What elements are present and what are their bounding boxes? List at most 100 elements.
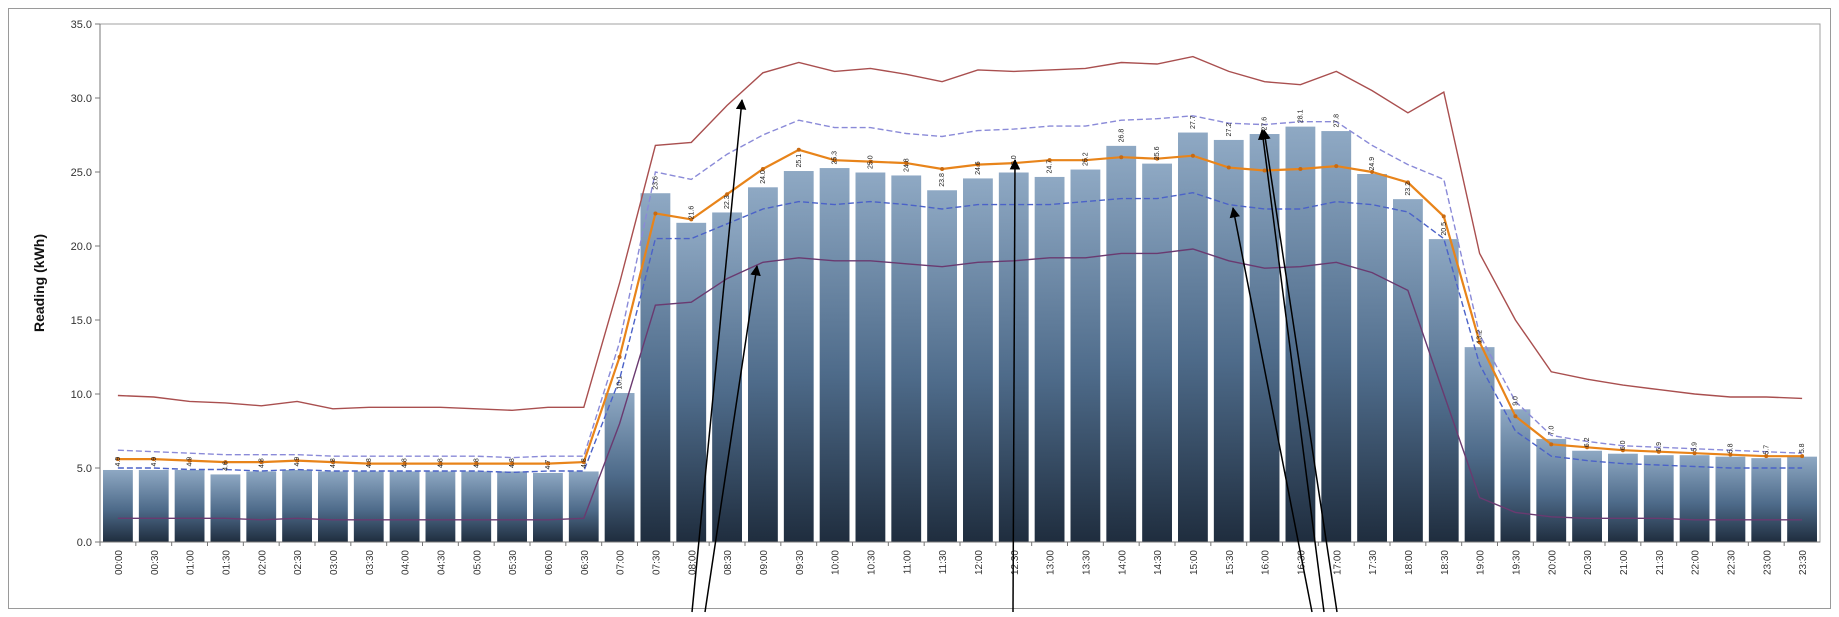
line-point [402, 461, 407, 466]
data-label: 25.2 [1082, 152, 1089, 166]
y-tick-label: 30.0 [71, 93, 92, 105]
x-tick-label: 23:30 [1798, 550, 1809, 575]
line-point [832, 158, 837, 163]
data-label: 4.8 [402, 458, 409, 468]
x-tick-label: 12:00 [974, 550, 985, 575]
x-tick-label: 14:00 [1117, 550, 1128, 575]
bar-0600 [532, 471, 564, 543]
x-tick-label: 08:00 [687, 550, 698, 575]
line-point [115, 457, 120, 462]
x-tick-label: 09:30 [795, 550, 806, 575]
line-point [1656, 449, 1661, 454]
line-series-group [115, 55, 1805, 521]
line-point [581, 460, 586, 465]
line-point [1477, 340, 1482, 345]
data-label: 25.1 [796, 154, 803, 168]
x-tick-label: 02:30 [293, 550, 304, 575]
data-label: 5.7 [1763, 445, 1770, 455]
y-tick-label: 35.0 [71, 19, 92, 31]
line-point [1692, 451, 1697, 456]
line-point [1405, 180, 1410, 185]
bar-1530 [1212, 138, 1245, 543]
x-tick-label: 15:00 [1189, 550, 1200, 575]
bar-0630 [567, 470, 600, 543]
x-tick-label: 20:00 [1547, 550, 1558, 575]
bar-1730 [1356, 172, 1388, 543]
line-point [1800, 454, 1805, 459]
line-point [295, 458, 300, 463]
x-tick-label: 09:00 [759, 550, 770, 575]
line-point [1083, 158, 1088, 163]
line-point [796, 147, 801, 152]
line-point [1585, 445, 1590, 450]
line-point [1155, 156, 1160, 161]
bar-1300 [1033, 175, 1066, 543]
line-point [1513, 414, 1518, 419]
data-label: 4.8 [473, 458, 480, 468]
x-tick-label: 05:30 [508, 550, 519, 575]
bar-2100 [1607, 452, 1639, 543]
bar-2230 [1714, 455, 1747, 543]
line-point [1441, 214, 1446, 219]
line-point [617, 355, 622, 359]
bar-2330 [1786, 455, 1818, 543]
bar-0730 [639, 192, 672, 543]
x-axis: 00:00 00:30 01:00 01:30 02:00 02:30 03:00 03:30… [99, 541, 1820, 575]
bar-0330 [352, 470, 385, 543]
bar-1430 [1141, 162, 1173, 543]
data-label: 5.8 [1727, 443, 1734, 453]
data-labels: 4.9 4.9 4.9 4.6 4.8 4.9 4.8 4.8 4.8 4.8 4.8 4.8 4.7 4… [115, 109, 1806, 471]
bar-2030 [1571, 449, 1603, 543]
annotation-arrow [1009, 158, 1021, 613]
bar-series [102, 125, 1818, 543]
line-point [868, 159, 873, 164]
x-tick-label: 17:30 [1368, 550, 1379, 575]
x-tick-label: 07:00 [616, 550, 627, 575]
line-point [223, 460, 228, 465]
data-label: 28.1 [1297, 109, 1304, 123]
line-point [1190, 153, 1195, 158]
y-axis: 0.0 5.0 10.0 15.0 20.0 25.0 30.0 35.0 [71, 19, 101, 549]
data-label: 4.7 [545, 460, 552, 470]
plot-area [99, 23, 1821, 543]
annotation-arrow [1229, 206, 1313, 613]
line-point [975, 162, 980, 167]
bar-0930 [782, 170, 815, 543]
bar-0430 [424, 470, 457, 543]
line-point [1226, 165, 1231, 170]
y-tick-label: 0.0 [77, 537, 92, 549]
data-label: 23.8 [939, 173, 946, 187]
bar-0000 [102, 468, 134, 543]
x-tick-label: 21:00 [1619, 550, 1630, 575]
data-label: 5.9 [1692, 442, 1699, 452]
x-tick-label: 02:00 [257, 550, 268, 575]
line-point [151, 457, 156, 462]
x-tick-label: 13:00 [1046, 550, 1057, 575]
bar-1200 [962, 177, 994, 543]
data-label: 27.8 [1333, 114, 1340, 128]
data-label: 5.8 [1799, 443, 1806, 453]
x-tick-label: 00:30 [150, 550, 161, 575]
x-tick-label: 13:30 [1081, 550, 1092, 575]
data-label: 24.6 [975, 161, 982, 175]
x-tick-label: 07:30 [651, 550, 662, 575]
line-point [1728, 452, 1733, 457]
data-label: 24.9 [1369, 157, 1376, 171]
x-tick-label: 10:00 [831, 550, 842, 575]
data-label: 5.9 [1656, 442, 1663, 452]
bar-0100 [173, 468, 206, 543]
bar-0800 [675, 221, 708, 543]
bar-0830 [711, 211, 743, 543]
line-point [725, 192, 730, 197]
line-point [940, 167, 945, 172]
bar-1930 [1499, 408, 1532, 543]
line-point [1764, 454, 1769, 459]
bar-1500 [1177, 131, 1209, 543]
x-tick-label: 10:30 [866, 550, 877, 575]
x-tick-label: 06:00 [544, 550, 555, 575]
x-tick-label: 04:30 [436, 550, 447, 575]
annotation-arrow [1260, 128, 1338, 613]
line-point [330, 460, 335, 465]
annotation-arrows [691, 98, 1338, 613]
